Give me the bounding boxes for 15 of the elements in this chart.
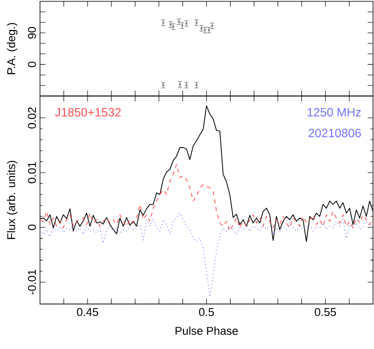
y-tick-label: -0.01 <box>28 270 36 295</box>
x-axis-title: Pulse Phase <box>176 326 238 335</box>
x-tick-label: 0.45 <box>76 308 98 316</box>
y-tick-label: 90 <box>28 27 36 39</box>
x-tick-label: 0.55 <box>314 308 336 316</box>
annotation: J1850+1532 <box>55 108 121 116</box>
y-tick-label: 0 <box>28 62 36 68</box>
annotation: 20210806 <box>308 128 361 138</box>
y-axis-title: Flux (arb. units) <box>6 160 18 239</box>
annotation: 1250 MHz <box>308 108 361 116</box>
x-tick-label: 0.5 <box>199 308 214 316</box>
y-tick-label: 0 <box>28 224 36 230</box>
y-tick-label: 0.01 <box>28 162 36 184</box>
y-tick-label: 0.02 <box>28 107 36 128</box>
y-axis-title: P.A. (deg.) <box>6 23 18 74</box>
